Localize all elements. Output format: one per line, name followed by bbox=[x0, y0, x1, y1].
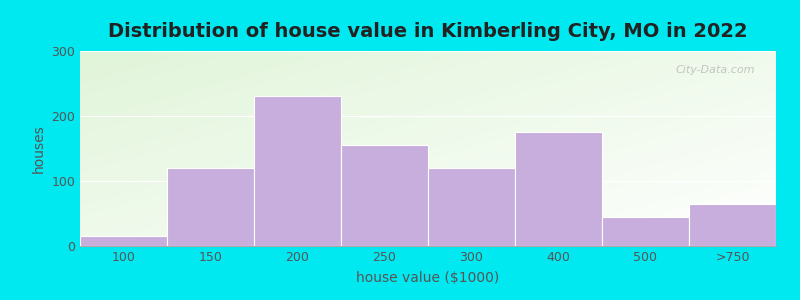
Bar bbox=[254, 97, 341, 246]
Title: Distribution of house value in Kimberling City, MO in 2022: Distribution of house value in Kimberlin… bbox=[108, 22, 748, 41]
Bar bbox=[167, 168, 254, 246]
Bar bbox=[341, 145, 428, 246]
Bar bbox=[428, 168, 515, 246]
Bar bbox=[515, 132, 602, 246]
Bar bbox=[80, 236, 167, 246]
Text: City-Data.com: City-Data.com bbox=[676, 64, 755, 75]
Bar bbox=[602, 217, 689, 246]
Y-axis label: houses: houses bbox=[32, 124, 46, 173]
X-axis label: house value ($1000): house value ($1000) bbox=[356, 271, 500, 285]
Bar bbox=[689, 204, 776, 246]
